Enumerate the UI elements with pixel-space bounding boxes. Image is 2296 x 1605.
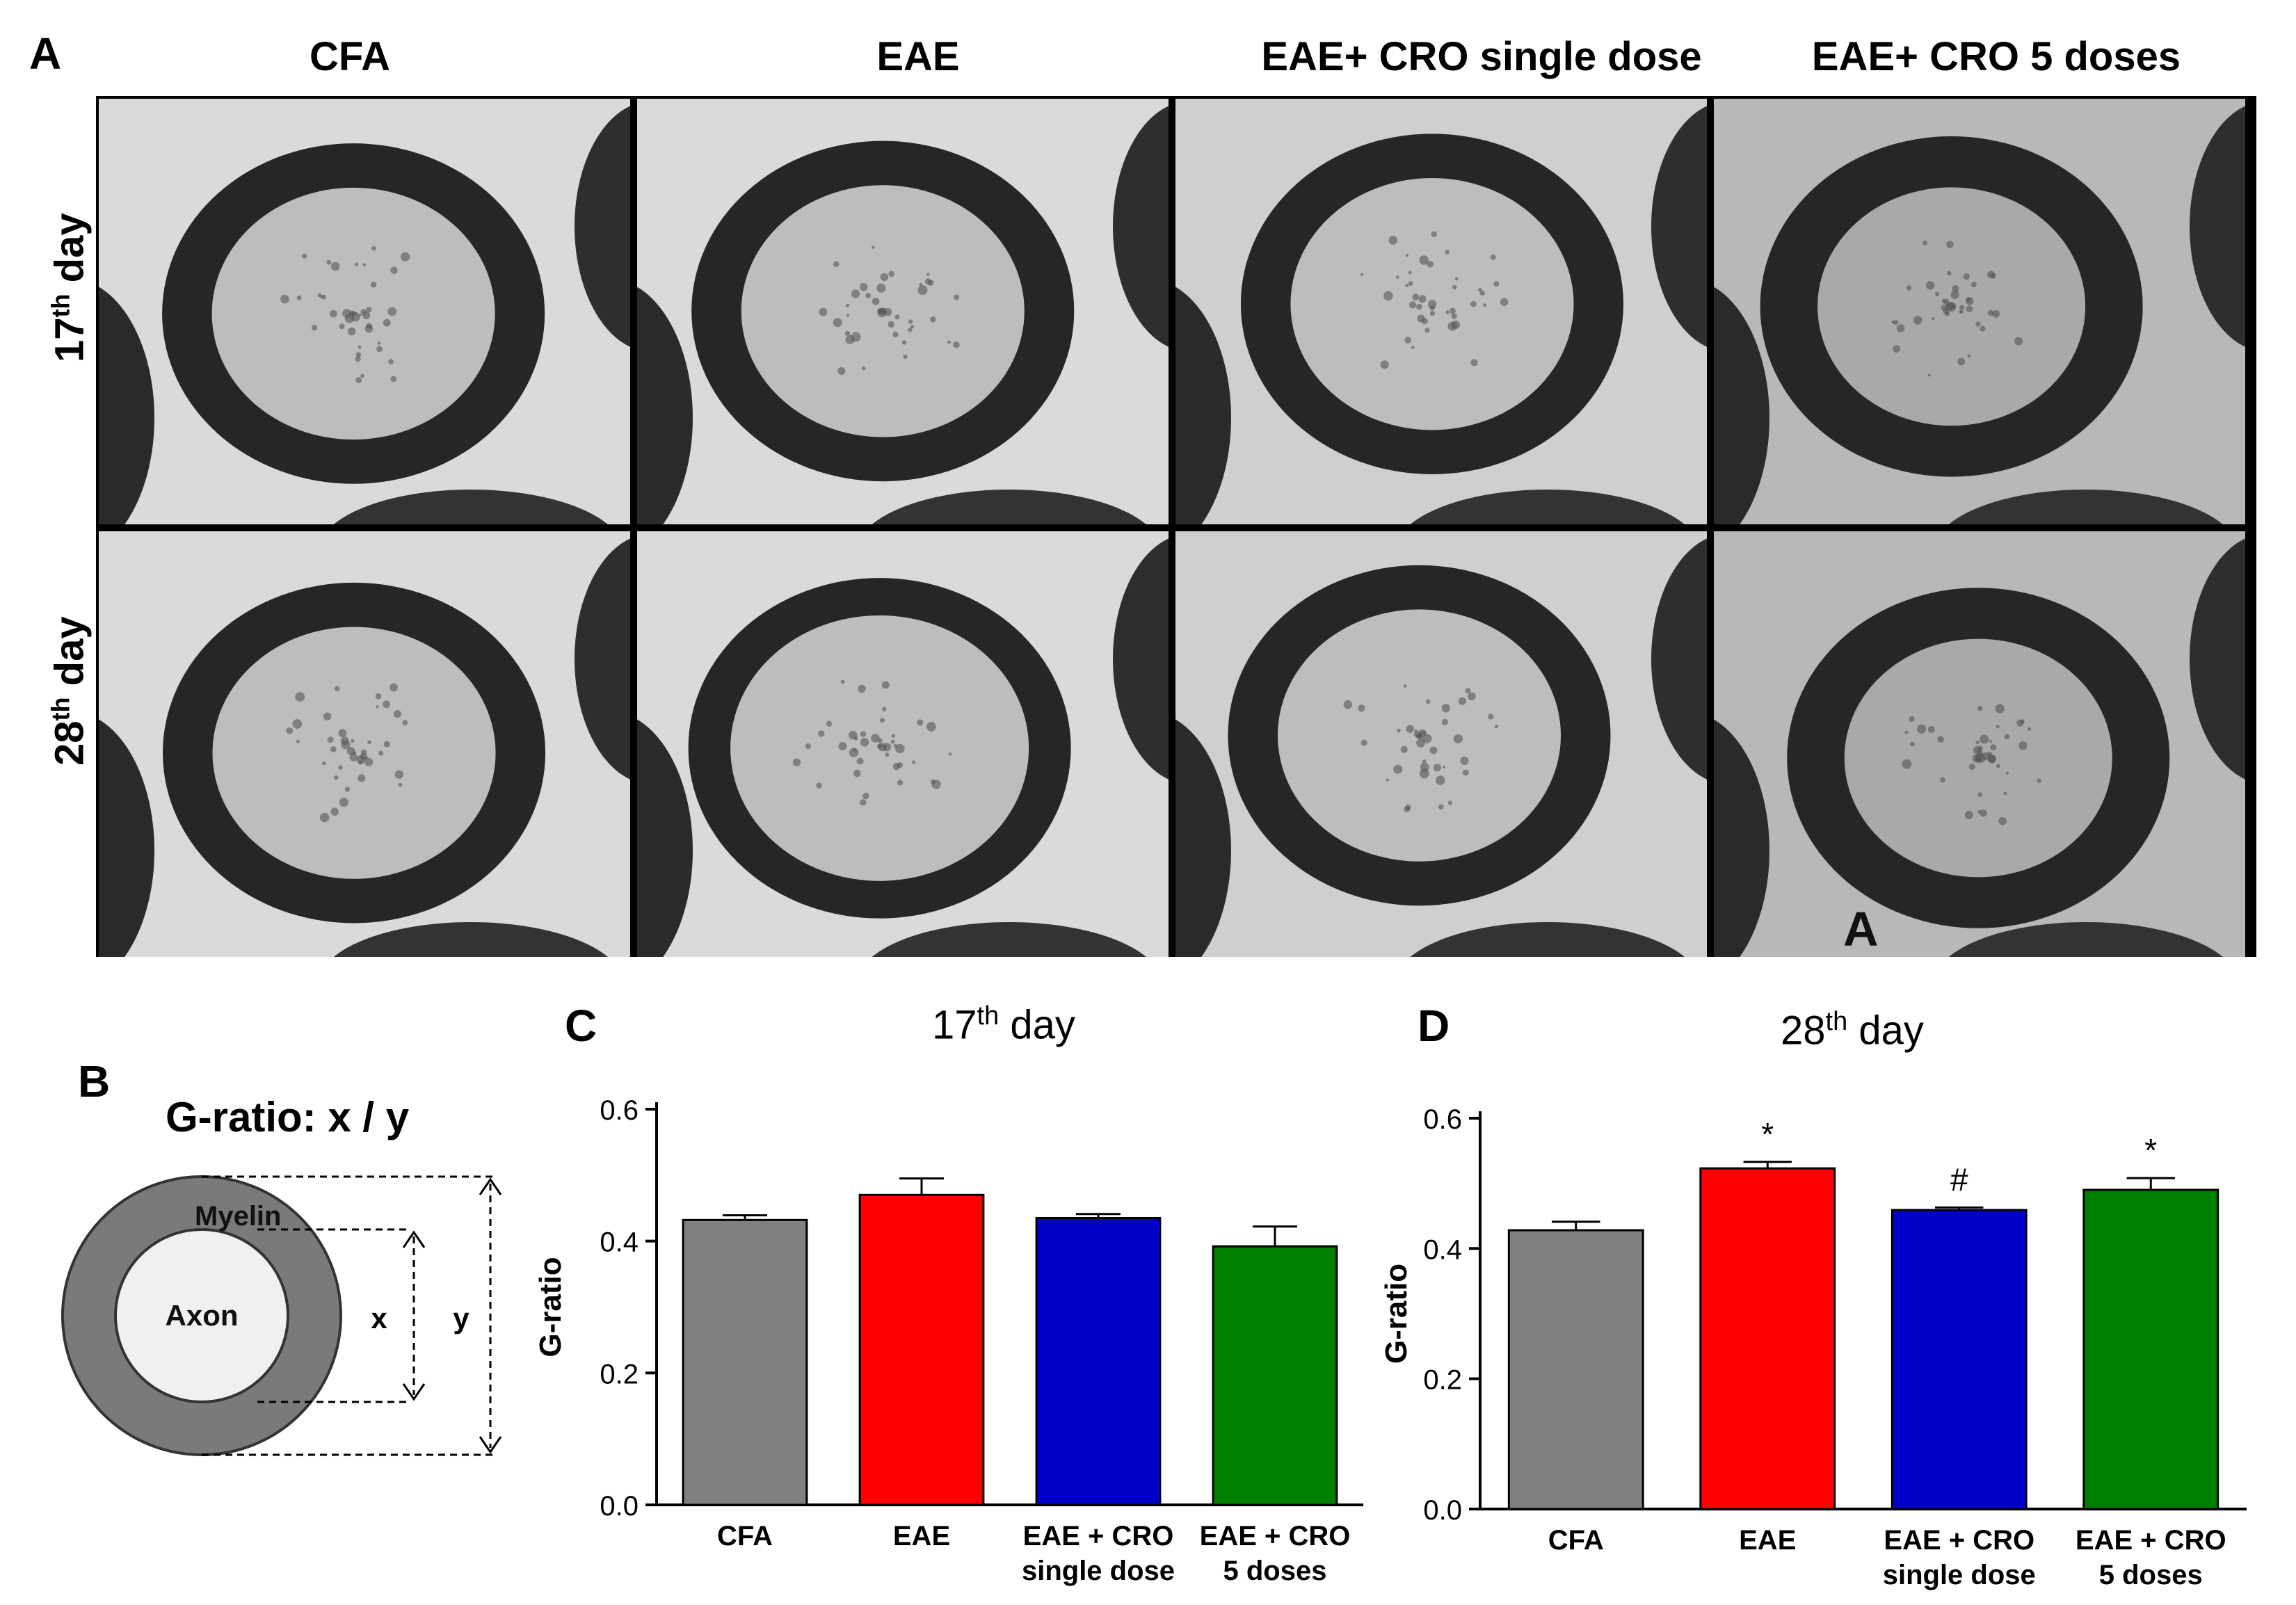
y-tick-label: 0.0 <box>600 1491 639 1522</box>
bar-1 <box>1699 1167 1836 1510</box>
panel-a-label: A <box>29 29 62 79</box>
bar-0 <box>1507 1229 1644 1510</box>
micrograph-28th-eae-cro-single <box>1175 531 1707 957</box>
y-tick-label: 0.6 <box>600 1095 639 1126</box>
g-ratio-formula: G-ratio: x / y <box>166 1094 410 1140</box>
y-tick-label: 0.4 <box>600 1227 639 1258</box>
column-header-eae-cro-single: EAE+ CRO single dose <box>1261 34 1702 79</box>
significance-mark-3: * <box>2144 1132 2157 1168</box>
bar-3 <box>2082 1188 2219 1510</box>
x-dimension-label: x <box>371 1302 387 1334</box>
y-tick-label: 0.2 <box>1423 1365 1462 1396</box>
bar-0 <box>682 1218 808 1506</box>
y-tick-label: 0.4 <box>1423 1234 1462 1265</box>
category-label-line2-2: single dose <box>1883 1560 2036 1590</box>
y-axis-label: G-ratio <box>1379 1264 1413 1364</box>
y-tick-label: 0.6 <box>1423 1104 1462 1135</box>
micrograph-17th-eae <box>637 99 1169 524</box>
category-label-1: EAE <box>1739 1525 1796 1556</box>
y-dimension-label: y <box>453 1302 469 1334</box>
bar-2 <box>1035 1216 1162 1506</box>
row-header-17th-day: 17th day <box>46 213 93 362</box>
panel-d-label: D <box>1418 1001 1450 1051</box>
micrograph-corner-mark: A <box>1843 902 1879 956</box>
category-label-0: CFA <box>1548 1525 1604 1556</box>
y-tick-label: 0.0 <box>1423 1495 1462 1526</box>
category-label-2: EAE + CRO <box>1023 1521 1174 1551</box>
category-label-2: EAE + CRO <box>1884 1525 2034 1556</box>
bar-1 <box>858 1193 985 1506</box>
micrograph-17th-eae-cro-5 <box>1714 99 2245 524</box>
micrograph-28th-eae-cro-5 <box>1714 531 2245 957</box>
micrograph-17th-cfa <box>99 99 630 524</box>
column-header-eae: EAE <box>876 34 960 79</box>
axon-label: Axon <box>166 1299 239 1332</box>
category-label-line2-2: single dose <box>1022 1556 1175 1586</box>
significance-mark-2: # <box>1950 1161 1968 1197</box>
category-label-0: CFA <box>717 1521 773 1551</box>
category-label-3: EAE + CRO <box>1200 1521 1351 1551</box>
panel-b-label: B <box>78 1056 111 1106</box>
column-header-cfa: CFA <box>310 34 390 79</box>
row-header-28th-day: 28th day <box>46 616 93 766</box>
category-label-line2-3: 5 doses <box>1223 1556 1327 1586</box>
chart-d-title: 28th day <box>1781 1007 1924 1054</box>
axon-circle <box>114 1228 289 1403</box>
category-label-3: EAE + CRO <box>2076 1525 2226 1556</box>
panel-c-label: C <box>565 1001 597 1051</box>
y-tick-label: 0.2 <box>600 1359 639 1389</box>
bar-2 <box>1890 1209 2028 1510</box>
micrograph-17th-eae-cro-single <box>1175 99 1707 524</box>
bar-3 <box>1212 1245 1338 1506</box>
chart-c-title: 17th day <box>932 1001 1075 1048</box>
significance-mark-1: * <box>1761 1116 1774 1152</box>
chart-c: 0.0 0.2 0.4 0.6 G-ratio CFA EAE EAE + CRO single… <box>533 1095 1363 1586</box>
chart-d: 0.0 0.2 0.4 0.6 G-ratio CFA * EAE # EAE + CRO sing… <box>1379 1104 2247 1590</box>
category-label-1: EAE <box>893 1521 950 1551</box>
y-axis-label: G-ratio <box>533 1257 568 1357</box>
micrograph-grid <box>96 96 2256 957</box>
micrograph-28th-eae <box>637 531 1169 957</box>
myelin-label: Myelin <box>195 1201 281 1232</box>
micrograph-28th-cfa <box>99 531 630 957</box>
column-header-eae-cro-5: EAE+ CRO 5 doses <box>1811 34 2181 79</box>
category-label-line2-3: 5 doses <box>2099 1560 2203 1590</box>
g-ratio-diagram: Myelin Axon x y <box>61 1175 502 1456</box>
